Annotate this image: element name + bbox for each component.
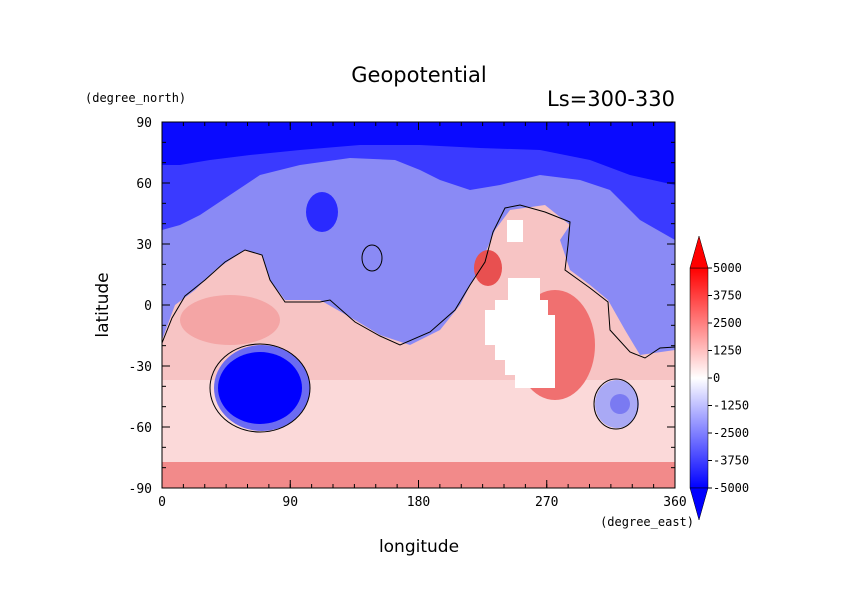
zero-contour-southeast [593,378,639,430]
colorbar-high-arrow [689,235,709,269]
north-low-region [162,122,675,355]
colorbar: 5000 3750 2500 1250 0 -1250 -2500 -3750 -5000 [689,235,749,521]
missing-data-small [507,220,523,242]
north-polar-low [162,122,675,185]
colorbar-tick-label: -2500 [713,426,749,440]
colorbar-tick-label: -1250 [713,399,749,413]
colorbar-tick-label: 2500 [713,316,742,330]
chart-subtitle: Ls=300-330 [547,87,675,111]
y-tick-label: 60 [136,177,152,192]
high-band-west [180,295,280,345]
y-tick-label: 0 [144,299,152,314]
north-deep-low [162,122,675,240]
colorbar-labels: 5000 3750 2500 1250 0 -1250 -2500 -3750 -5000 [708,261,749,495]
x-units-label: (degree_east) [600,515,694,529]
high-center-north [474,250,502,286]
low-center-islet [362,245,382,271]
heatmap-field [162,122,675,488]
x-tick-label: 0 [158,495,166,510]
colorbar-tick-label: -5000 [713,481,749,495]
zero-contour-southwest [209,343,311,433]
x-tick-label: 270 [535,495,558,510]
zero-contour-main [162,204,675,359]
x-tick-label: 360 [663,495,686,510]
x-axis-label: longitude [379,537,459,557]
colorbar-tick-label: 1250 [713,344,742,358]
low-center-north [306,192,338,232]
missing-data-main [485,278,555,388]
x-axis-ticks: 0 90 180 270 360 [158,122,687,510]
y-tick-label: -30 [129,360,152,375]
y-axis-label: latitude [93,272,113,337]
y-tick-label: 30 [136,238,152,253]
low-core-southwest [218,352,302,424]
x-tick-label: 180 [407,495,430,510]
y-tick-label: 90 [136,116,152,131]
y-axis-ticks: 90 60 30 0 -30 -60 -90 [129,116,675,497]
colorbar-body [689,267,709,489]
y-tick-label: -90 [129,482,152,497]
y-tick-label: -60 [129,421,152,436]
chart-title: Geopotential [351,63,486,87]
colorbar-tick-label: 0 [713,371,720,385]
low-core-southeast [610,394,630,414]
colorbar-tick-label: -3750 [713,454,749,468]
y-units-label: (degree_north) [85,91,186,105]
colorbar-tick-label: 5000 [713,261,742,275]
colorbar-low-arrow [689,487,709,521]
colorbar-tick-label: 3750 [713,289,742,303]
zero-contour-islet [361,244,383,272]
x-tick-label: 90 [282,495,298,510]
